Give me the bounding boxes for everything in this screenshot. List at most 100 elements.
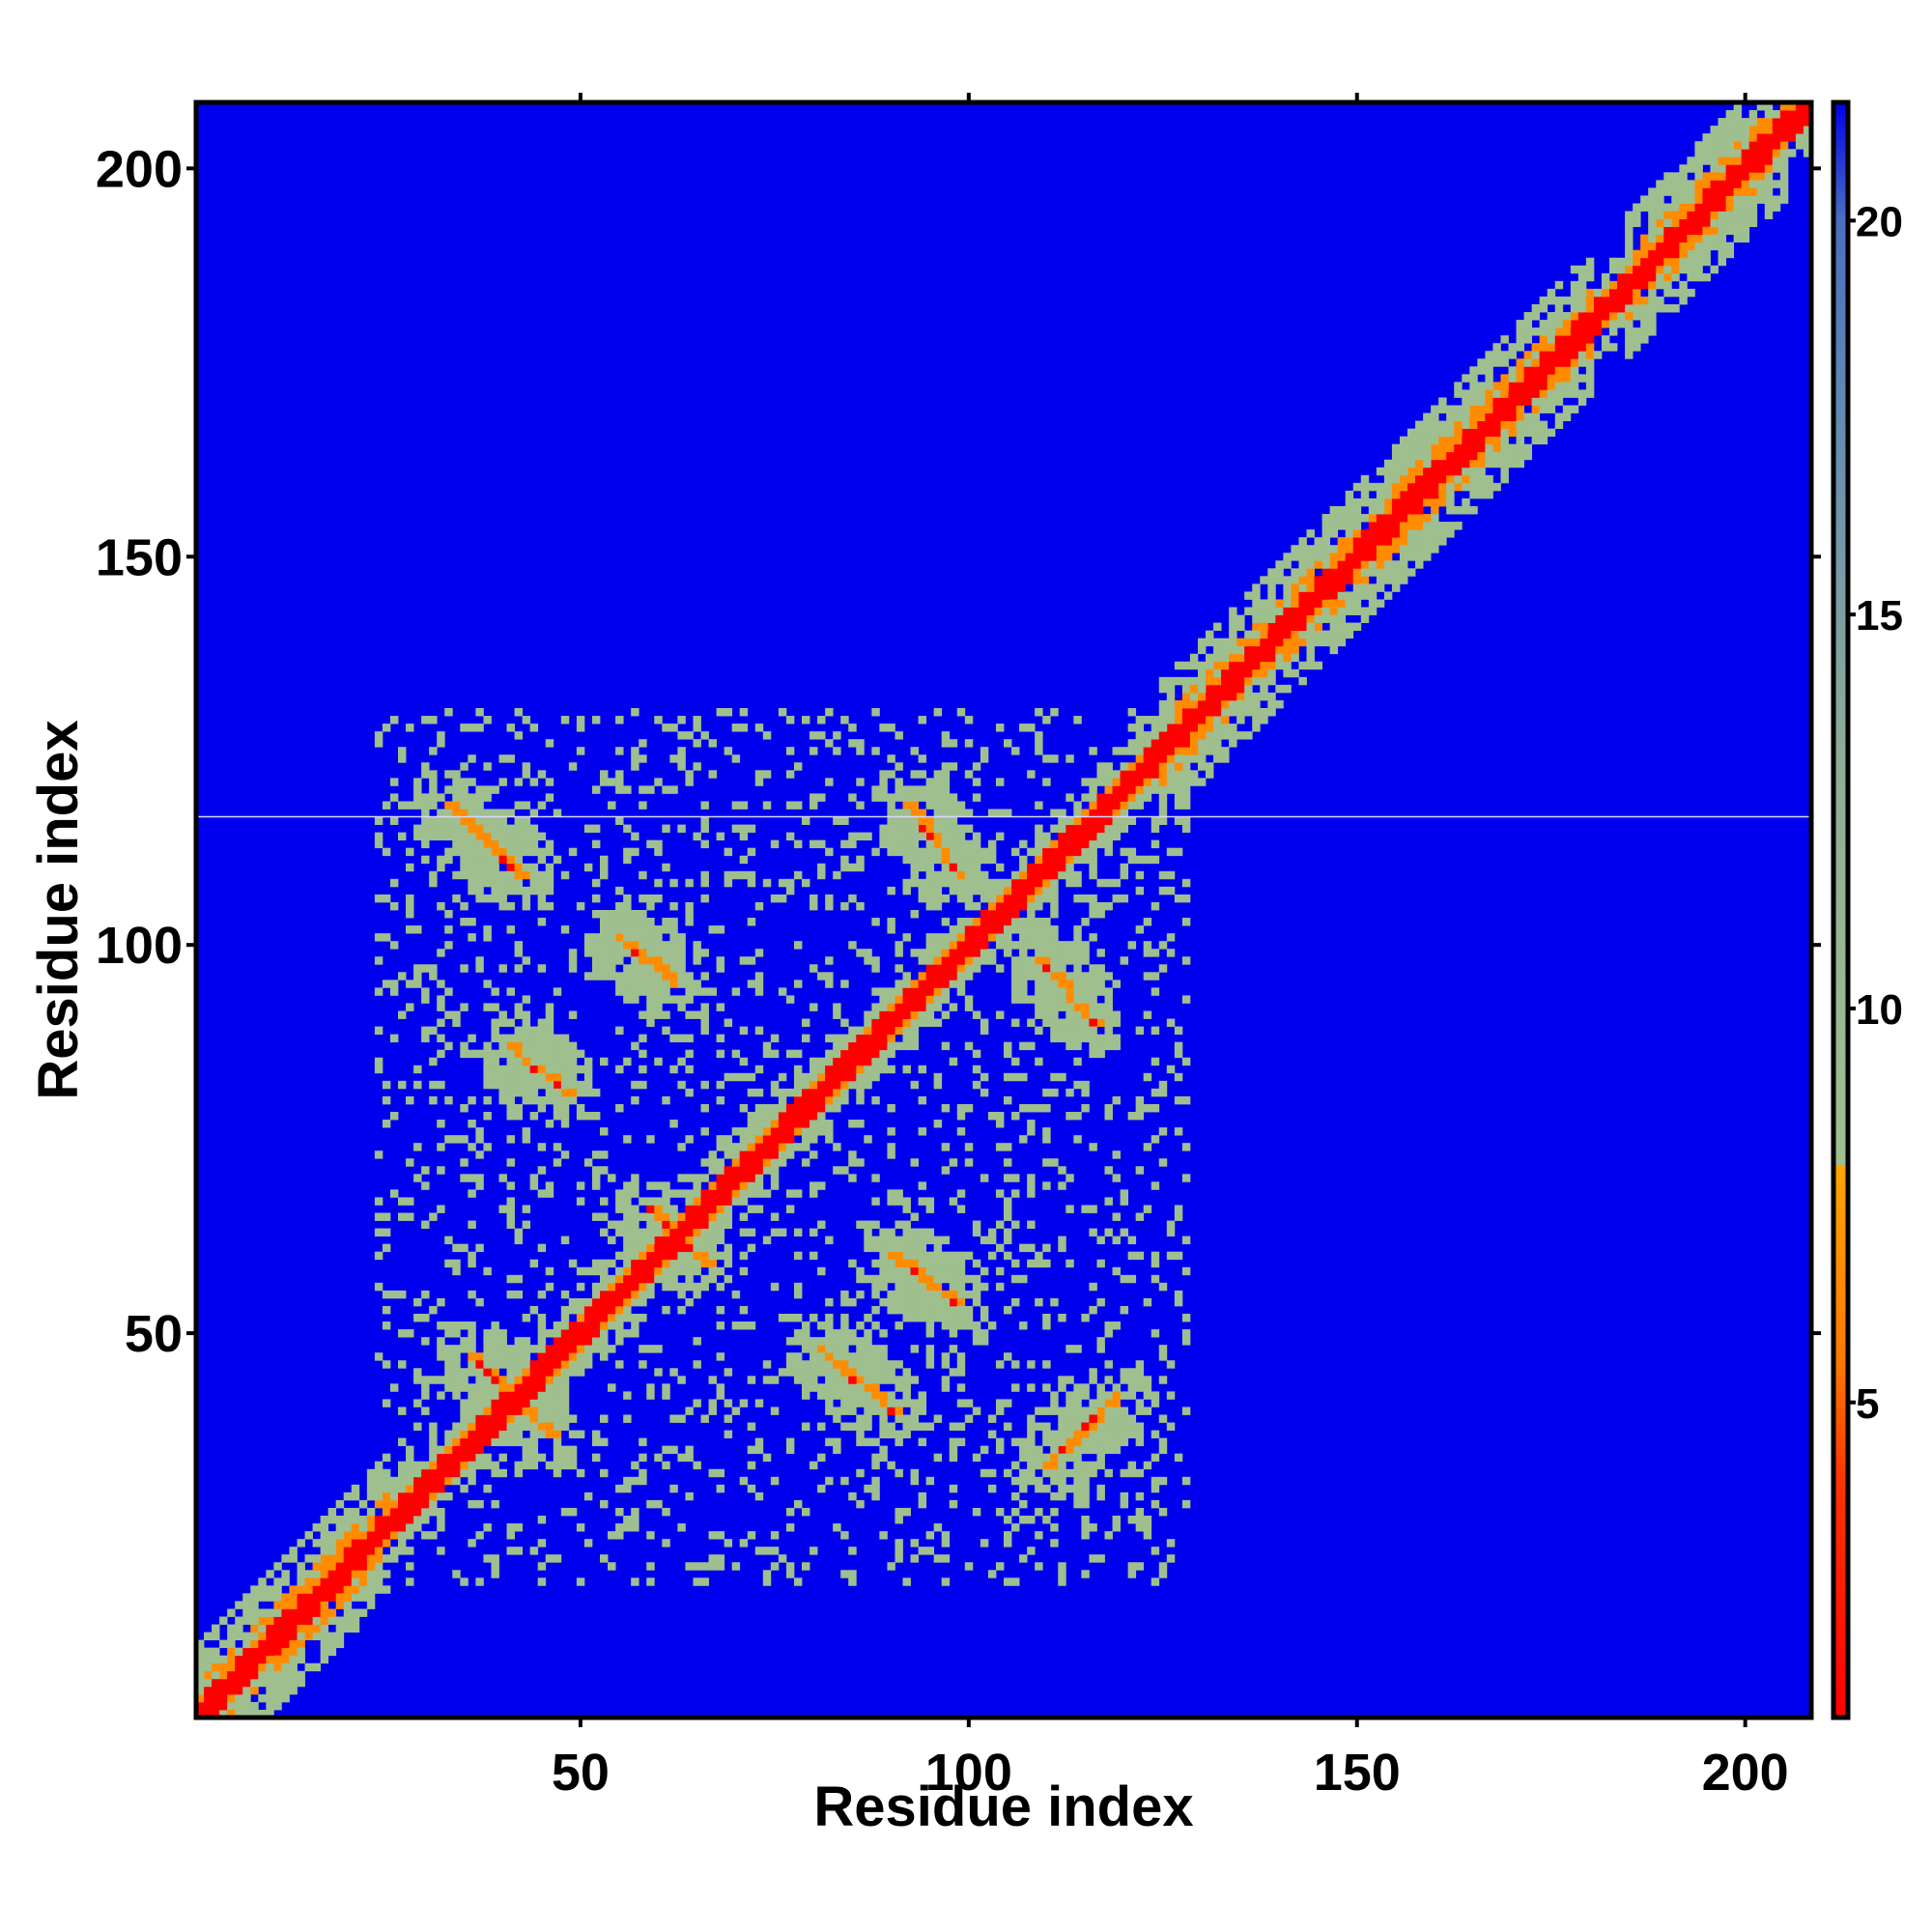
heatmap-cell xyxy=(475,801,484,810)
heatmap-cell xyxy=(879,1018,888,1027)
heatmap-cell xyxy=(1321,607,1331,615)
heatmap-cell xyxy=(421,1492,430,1501)
heatmap-cell xyxy=(1554,312,1564,321)
heatmap-cell xyxy=(716,1135,725,1144)
heatmap-cell xyxy=(545,1088,554,1097)
heatmap-cell xyxy=(1112,785,1121,794)
heatmap-cell xyxy=(583,1329,593,1338)
heatmap-cell xyxy=(871,785,880,794)
heatmap-cell xyxy=(895,1516,903,1524)
heatmap-cell xyxy=(1151,754,1160,763)
heatmap-cell xyxy=(366,1577,376,1586)
heatmap-cell xyxy=(1617,288,1626,298)
heatmap-cell xyxy=(669,980,678,988)
heatmap-cell xyxy=(475,1406,484,1415)
heatmap-cell xyxy=(366,1476,376,1486)
heatmap-cell xyxy=(320,1647,329,1657)
heatmap-cell xyxy=(444,770,453,779)
heatmap-cell xyxy=(654,1251,663,1261)
heatmap-cell xyxy=(1151,747,1160,755)
heatmap-cell xyxy=(1073,995,1082,1004)
heatmap-cell xyxy=(747,1120,756,1128)
heatmap-cell xyxy=(1399,529,1408,538)
heatmap-cell xyxy=(747,1461,756,1470)
heatmap-cell xyxy=(212,1678,220,1688)
heatmap-cell xyxy=(320,1632,329,1641)
heatmap-cell xyxy=(591,1290,601,1299)
heatmap-cell xyxy=(1508,412,1517,421)
heatmap-cell xyxy=(972,1080,981,1090)
heatmap-cell xyxy=(802,1360,810,1369)
heatmap-cell xyxy=(506,1531,515,1540)
heatmap-cell xyxy=(1485,374,1493,383)
heatmap-cell xyxy=(1073,1057,1082,1066)
heatmap-cell xyxy=(1485,436,1493,445)
heatmap-cell xyxy=(739,708,749,717)
heatmap-cell xyxy=(1011,878,1020,888)
heatmap-cell xyxy=(770,1034,780,1043)
heatmap-cell xyxy=(1151,1577,1160,1586)
heatmap-cell xyxy=(576,1352,585,1361)
heatmap-cell xyxy=(1058,949,1066,957)
heatmap-cell xyxy=(1337,545,1347,554)
heatmap-cell xyxy=(925,1282,935,1292)
heatmap-cell xyxy=(1648,265,1657,274)
heatmap-cell xyxy=(1399,560,1408,569)
heatmap-cell xyxy=(933,1080,943,1090)
heatmap-cell xyxy=(382,1399,391,1407)
heatmap-cell xyxy=(468,918,476,926)
heatmap-cell xyxy=(685,1445,694,1455)
heatmap-cell xyxy=(600,1414,609,1423)
heatmap-cell xyxy=(1585,288,1595,298)
heatmap-cell xyxy=(639,754,647,763)
heatmap-cell xyxy=(879,1057,888,1066)
heatmap-cell xyxy=(1741,211,1750,219)
heatmap-cell xyxy=(591,1112,601,1121)
heatmap-cell xyxy=(204,1662,213,1672)
heatmap-cell xyxy=(335,1624,345,1633)
heatmap-cell xyxy=(871,1174,880,1182)
heatmap-cell xyxy=(639,987,647,996)
heatmap-cell xyxy=(266,1570,274,1578)
heatmap-cell xyxy=(754,1445,764,1455)
heatmap-cell xyxy=(716,964,725,973)
heatmap-cell xyxy=(956,987,966,996)
heatmap-cell xyxy=(1345,490,1354,499)
heatmap-cell xyxy=(754,1143,764,1151)
heatmap-cell xyxy=(498,1065,507,1074)
heatmap-cell xyxy=(1423,459,1432,469)
heatmap-cell xyxy=(1733,118,1743,127)
heatmap-cell xyxy=(382,1516,391,1524)
heatmap-cell xyxy=(1748,126,1758,134)
heatmap-cell xyxy=(343,1554,353,1563)
heatmap-cell xyxy=(1640,195,1649,204)
heatmap-cell xyxy=(925,793,935,802)
heatmap-cell xyxy=(762,1189,772,1198)
heatmap-cell xyxy=(949,863,958,872)
heatmap-cell xyxy=(879,832,888,841)
heatmap-cell xyxy=(1197,645,1207,655)
heatmap-cell xyxy=(1042,1461,1051,1470)
heatmap-cell xyxy=(623,980,632,988)
heatmap-cell xyxy=(553,987,562,996)
heatmap-cell xyxy=(468,1189,476,1198)
heatmap-cell xyxy=(1143,1072,1152,1082)
heatmap-cell xyxy=(864,1065,872,1074)
heatmap-cell xyxy=(545,1010,554,1019)
heatmap-cell xyxy=(778,1228,787,1237)
heatmap-cell xyxy=(1415,451,1424,461)
heatmap-cell xyxy=(529,1065,539,1074)
heatmap-cell xyxy=(1035,1531,1043,1540)
heatmap-cell xyxy=(1197,724,1207,732)
heatmap-cell xyxy=(258,1693,267,1703)
heatmap-cell xyxy=(1438,397,1447,406)
heatmap-cell xyxy=(1656,296,1664,305)
heatmap-cell xyxy=(716,1531,725,1540)
heatmap-cell xyxy=(1291,630,1299,639)
heatmap-cell xyxy=(600,933,609,942)
heatmap-cell xyxy=(1554,351,1564,359)
heatmap-cell xyxy=(1446,474,1455,484)
heatmap-cell xyxy=(785,1314,795,1322)
heatmap-cell xyxy=(1004,1158,1012,1167)
heatmap-cell xyxy=(406,980,414,988)
